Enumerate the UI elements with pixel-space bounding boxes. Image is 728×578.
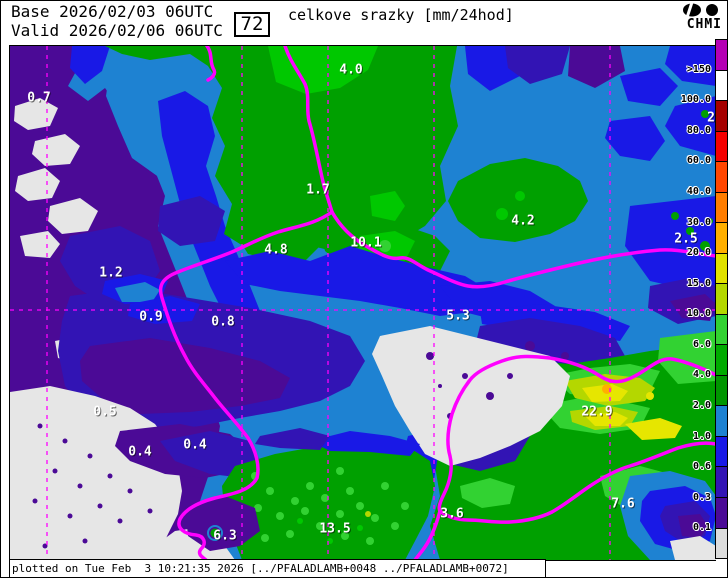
legend-tick-label: 6.0	[692, 338, 711, 350]
legend-tick-label: 0.3	[692, 491, 711, 503]
precip-value-label: 1.2	[99, 265, 123, 281]
legend-color-box	[715, 496, 727, 529]
legend-color-box	[715, 527, 727, 560]
legend-color-box	[715, 283, 727, 315]
chmi-logo-icon	[648, 2, 722, 18]
map-canvas	[10, 46, 716, 560]
legend-tick-label: >150	[686, 63, 711, 75]
legend-tick-label: 0.1	[692, 522, 711, 534]
legend-tick-label: 30.0	[686, 216, 711, 228]
legend-tick-label: 10.0	[686, 308, 711, 320]
plot-info-text: plotted on Tue Feb 3 10:21:35 2026 [../P…	[12, 562, 509, 575]
precip-value-label: 0.7	[27, 90, 51, 106]
precip-value-label: 5.3	[446, 308, 470, 324]
legend-color-box	[715, 130, 727, 163]
precip-value-label: 10.1	[350, 235, 382, 251]
precip-value-label: 2.5	[674, 231, 698, 247]
precip-value-label: 0.9	[139, 309, 163, 325]
legend-color-box	[715, 466, 727, 498]
chmi-logo: CHMI	[648, 2, 722, 32]
legend-tick-label: 0.6	[692, 461, 711, 473]
precip-value-label: 4.2	[511, 213, 535, 229]
legend-color-box	[715, 191, 727, 224]
legend-tick-label: 100.0	[680, 94, 711, 106]
precip-value-label: 0.4	[183, 437, 207, 453]
legend-tick-label: 80.0	[686, 124, 711, 136]
legend-color-box	[715, 252, 727, 285]
legend-tick-label: 1.0	[692, 430, 711, 442]
legend-color-box	[715, 313, 727, 346]
legend-tick-label: 20.0	[686, 247, 711, 259]
legend-tick-label: 60.0	[686, 155, 711, 167]
legend-tick-label: 40.0	[686, 185, 711, 197]
country-borders	[158, 46, 716, 560]
legend-color-box	[715, 100, 727, 132]
chmi-logo-text: CHMI	[686, 17, 722, 32]
legend-color-box	[715, 39, 727, 71]
valid-time-line: Valid 2026/02/06 06UTC	[11, 21, 223, 40]
precip-value-label: 0.5	[93, 404, 117, 420]
precip-value-label: 2	[707, 110, 715, 126]
legend-color-box	[715, 374, 727, 407]
precip-value-label: 0.8	[211, 314, 235, 330]
precip-fields	[10, 46, 716, 560]
legend-tick-label: 4.0	[692, 369, 711, 381]
forecast-step-box: 72	[234, 12, 270, 37]
precip-value-label: 7.6	[611, 496, 635, 512]
precip-value-label: 22.9	[581, 404, 613, 420]
legend-color-box	[715, 69, 727, 102]
precip-value-label: 6.3	[213, 528, 237, 544]
legend-color-box	[715, 161, 727, 193]
precip-color-scale	[715, 39, 727, 560]
precip-value-label: 4.0	[339, 62, 363, 78]
legend-color-box	[715, 405, 727, 437]
legend-tick-label: 2.0	[692, 400, 711, 412]
legend-color-box	[715, 344, 727, 376]
precip-value-label: 3.6	[440, 506, 464, 522]
base-time-line: Base 2026/02/03 06UTC	[11, 2, 214, 21]
legend-color-box	[715, 435, 727, 468]
precipitation-map	[9, 45, 716, 561]
legend-color-box	[715, 222, 727, 254]
precip-value-label: 13.5	[319, 521, 351, 537]
legend-tick-label: 15.0	[686, 277, 711, 289]
plot-info-bar: plotted on Tue Feb 3 10:21:35 2026 [../P…	[9, 559, 546, 577]
lat-lon-gridlines	[10, 46, 716, 560]
precip-value-label: 4.8	[264, 242, 288, 258]
precip-value-label: 1.7	[306, 182, 330, 198]
precip-value-label: 0.4	[128, 444, 152, 460]
map-title: celkove srazky [mm/24hod]	[288, 6, 514, 24]
